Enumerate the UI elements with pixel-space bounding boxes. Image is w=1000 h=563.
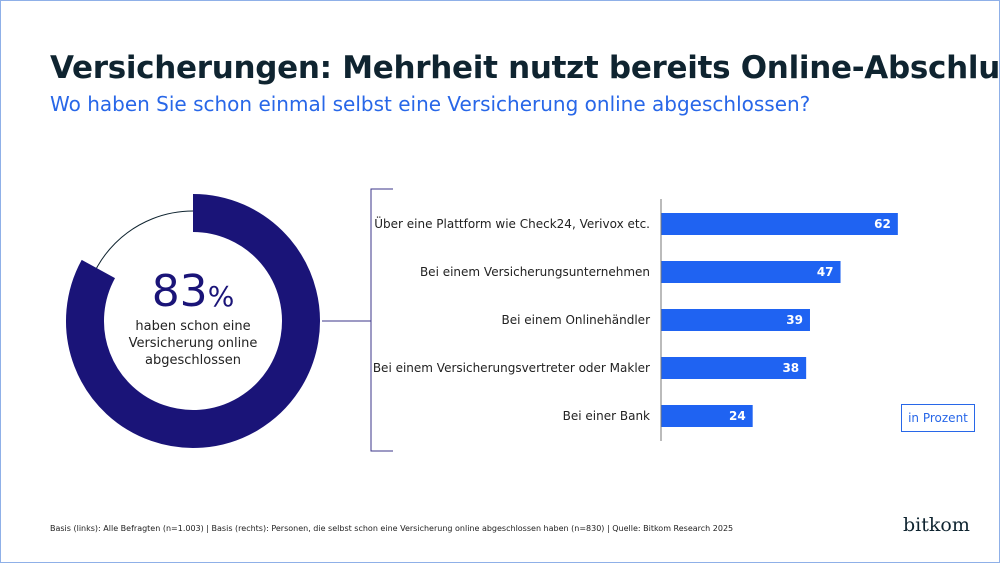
- bar-category-label: Bei einem Versicherungsvertreter oder Ma…: [373, 361, 650, 375]
- donut-value-number: 83: [151, 266, 208, 317]
- bar-value-label: 39: [786, 313, 803, 327]
- bar-value-label: 38: [782, 361, 799, 375]
- bar-category-label: Bei einer Bank: [563, 409, 650, 423]
- bar-value-label: 47: [817, 265, 834, 279]
- bar-category-label: Über eine Plattform wie Check24, Verivox…: [374, 215, 650, 231]
- donut-value: 83%: [93, 266, 293, 317]
- chart-title: Versicherungen: Mehrheit nutzt bereits O…: [50, 50, 1000, 86]
- bar: [661, 213, 898, 235]
- bracket: [370, 188, 393, 452]
- bar: [661, 405, 753, 427]
- bar-value-label: 24: [729, 409, 746, 423]
- footer-source: Basis (links): Alle Befragten (n=1.003) …: [50, 524, 734, 533]
- bitkom-logo: bitkom: [903, 514, 970, 536]
- unit-label: in Prozent: [901, 404, 975, 432]
- bar-category-label: Bei einem Versicherungsunternehmen: [420, 265, 650, 279]
- chart-subtitle: Wo haben Sie schon einmal selbst eine Ve…: [50, 92, 811, 116]
- donut-value-suffix: %: [207, 280, 235, 313]
- bar-value-label: 62: [874, 217, 891, 231]
- donut-caption: haben schon eine Versicherung online abg…: [128, 319, 258, 368]
- bar-category-label: Bei einem Onlinehändler: [501, 313, 650, 327]
- bar: [661, 309, 810, 331]
- bar: [661, 357, 807, 379]
- donut-arc: [66, 194, 320, 448]
- bar: [661, 261, 841, 283]
